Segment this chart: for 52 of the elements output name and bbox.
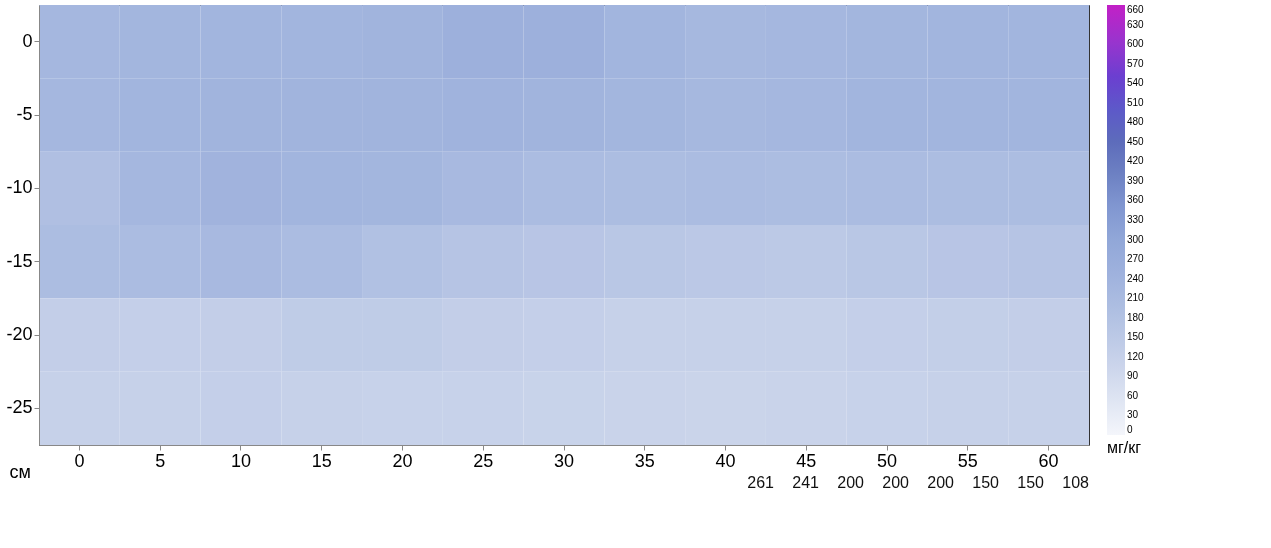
x-tick-label: 30	[553, 450, 575, 471]
color-bar-label: 240	[1127, 272, 1145, 284]
color-bar-label: 0	[1127, 424, 1133, 435]
text: 200	[927, 474, 955, 491]
color-bar-label: 420	[1127, 155, 1145, 167]
x-tick-label: 25	[473, 450, 494, 471]
text: 150	[972, 474, 1000, 491]
color-bar-title: мг/кг	[1107, 439, 1142, 456]
color-bar-label: 120	[1127, 350, 1145, 362]
color-bar-label: 390	[1127, 174, 1145, 186]
color-bar-label: 510	[1127, 96, 1145, 108]
y-tick-label: -20	[6, 324, 33, 344]
color-bar-label: 60	[1127, 389, 1139, 401]
color-bar-label: 180	[1127, 311, 1145, 323]
color-bar-label: 210	[1127, 292, 1145, 304]
text: 241	[792, 474, 820, 491]
color-bar-label: 30	[1127, 409, 1139, 421]
color-bar-label: 300	[1127, 233, 1145, 245]
color-bar-label: 330	[1127, 214, 1145, 225]
x-tick-label: 15	[311, 450, 332, 471]
x-tick-label: 0	[74, 450, 85, 471]
x-tick-label: 60	[1038, 450, 1059, 471]
y-tick-label: -5	[16, 104, 33, 124]
color-bar-label: 570	[1127, 57, 1145, 69]
color-bar-label: 360	[1127, 194, 1145, 206]
color-bar-label: 450	[1127, 135, 1145, 147]
x-tick-label: 35	[634, 450, 655, 471]
text: 200	[882, 474, 910, 491]
x-tick-label: 5	[155, 450, 166, 471]
x-tick-label: 10	[230, 450, 251, 471]
color-bar-label: 270	[1127, 253, 1145, 265]
text: 261	[747, 474, 775, 491]
x-tick-label: 40	[715, 450, 736, 471]
text: 150	[1017, 474, 1045, 491]
x-tick-label: 20	[392, 450, 413, 471]
y-tick-label: 0	[22, 30, 33, 51]
x-tick-label: 50	[877, 450, 898, 471]
y-tick-label: -15	[6, 250, 33, 271]
y-tick-label: -10	[6, 177, 33, 198]
x-tick-label: 55	[957, 450, 978, 471]
color-bar-label: 540	[1127, 77, 1145, 89]
text: 200	[837, 474, 865, 491]
color-bar-label: 600	[1127, 38, 1145, 50]
y-tick-label: -25	[6, 397, 33, 418]
color-bar-label: 480	[1127, 116, 1145, 128]
color-bar-label: 90	[1127, 370, 1139, 382]
x-tick-label: 45	[796, 450, 817, 471]
color-bar-label: 660	[1127, 4, 1145, 15]
text: 108	[1062, 474, 1090, 491]
color-bar-label: 630	[1127, 18, 1145, 30]
color-bar-label: 150	[1127, 331, 1145, 343]
x-axis-title: см	[9, 461, 31, 482]
